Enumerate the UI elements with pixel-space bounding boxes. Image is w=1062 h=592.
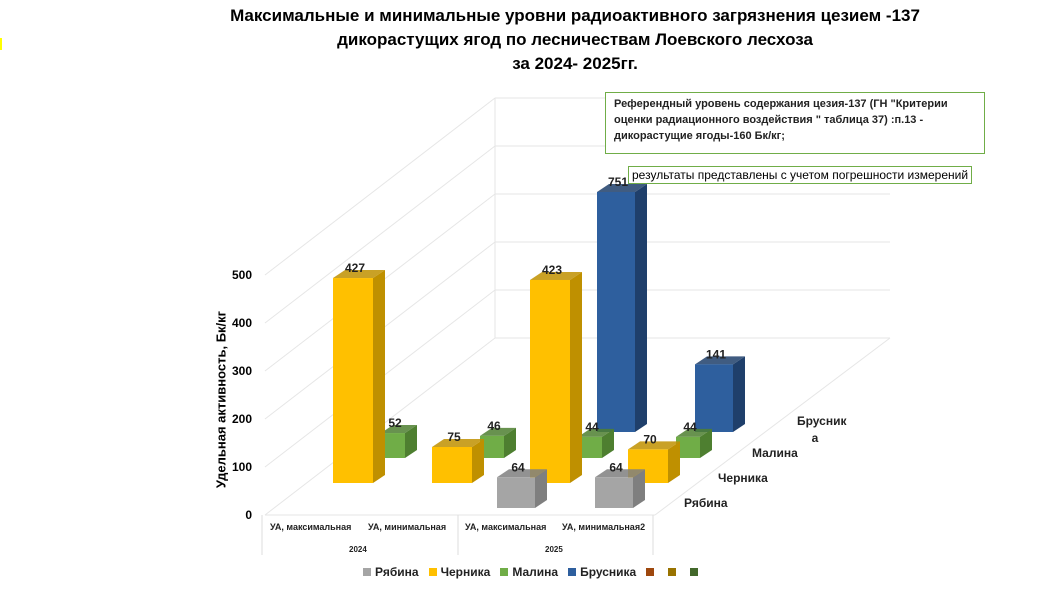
bar-top (497, 469, 547, 478)
bar-Черника (530, 279, 570, 483)
y-tick: 200 (232, 412, 253, 426)
data-label: 52 (388, 416, 402, 430)
y-tick: 400 (232, 316, 253, 330)
gridline (264, 145, 496, 324)
depth-label: Брусник а (797, 414, 847, 445)
bar-side (700, 428, 712, 458)
bar-side (668, 441, 680, 483)
bar-Малина (578, 436, 602, 458)
x-category: УА, минимальная (368, 522, 447, 532)
data-label: 751 (608, 175, 628, 189)
data-label: 75 (447, 430, 461, 444)
legend-label: Малина (512, 565, 559, 579)
bar-Черника (333, 278, 373, 483)
depth-label: Малина (752, 446, 798, 460)
data-label: 44 (683, 420, 697, 434)
y-tick: 300 (232, 364, 253, 378)
data-label: 427 (345, 261, 365, 275)
bar-top (628, 441, 680, 450)
data-label: 64 (609, 460, 623, 474)
bar-top (480, 427, 516, 436)
legend-swatch (428, 568, 437, 576)
legend-item (646, 565, 658, 579)
selection-marker (0, 38, 2, 50)
title-line-2: дикорастущих ягод по лесничествам Лоевск… (337, 30, 813, 49)
measurement-error-note: результаты представлены с учетом погрешн… (628, 166, 973, 184)
legend-item (690, 565, 702, 579)
bar-Брусника (597, 192, 635, 432)
bar-top (597, 184, 647, 192)
bar-top (578, 428, 614, 437)
data-label: 141 (706, 347, 726, 361)
y-tick: 0 (245, 508, 252, 522)
data-label: 423 (542, 263, 562, 277)
bar-side (472, 439, 484, 483)
legend-label: Брусника (580, 565, 637, 579)
bar-top (595, 469, 645, 478)
bar-Брусника (695, 364, 733, 432)
legend-item: Малина (500, 565, 558, 579)
legend-item (668, 565, 680, 579)
x-category: УА, максимальная (270, 522, 352, 532)
legend: Рябина Черника Малина Брусника (363, 565, 702, 579)
bar-Малина (676, 436, 700, 458)
gridline (264, 97, 496, 276)
data-label: 44 (585, 420, 599, 434)
bar-side (373, 270, 385, 483)
legend-label: Черника (440, 565, 491, 579)
bar-side (633, 469, 645, 508)
bar-side (570, 271, 582, 483)
legend-item: Черника (428, 565, 491, 579)
bar-side (504, 427, 516, 458)
bar-Рябина (595, 477, 633, 508)
bar-Рябина (497, 477, 535, 508)
y-axis-label: Удельная активность, Бк/кг (213, 310, 229, 489)
legend-swatch (690, 568, 699, 576)
bar-top (333, 270, 385, 279)
bar-side (602, 428, 614, 458)
x-group: 2025 (545, 545, 563, 554)
data-label: 46 (487, 419, 501, 433)
data-label: 64 (511, 460, 525, 474)
depth-label: Рябина (684, 496, 728, 510)
bar-top (676, 428, 712, 437)
legend-item: Брусника (568, 565, 636, 579)
legend-swatch (668, 568, 677, 576)
legend-swatch (646, 568, 655, 576)
bar-side (635, 184, 647, 432)
legend-swatch (568, 568, 577, 576)
bar-side (733, 356, 745, 432)
x-category: УА, минимальная2 (562, 522, 646, 532)
title-line-3: за 2024- 2025гг. (512, 54, 638, 73)
bar-Черника (432, 447, 472, 483)
y-tick: 500 (232, 268, 253, 282)
legend-swatch (363, 568, 371, 576)
data-label: 70 (643, 432, 657, 446)
bar-Малина (480, 435, 504, 458)
depth-label: Черника (718, 471, 768, 485)
legend-label: Рябина (375, 565, 419, 579)
title-line-1: Максимальные и минимальные уровни радиоа… (230, 6, 920, 25)
y-tick: 100 (232, 460, 253, 474)
x-category: УА, максимальная (465, 522, 547, 532)
floor-edge (654, 337, 891, 516)
chart-title: Максимальные и минимальные уровни радиоа… (150, 4, 1000, 76)
legend-swatch (500, 568, 509, 576)
bar-side (535, 469, 547, 508)
legend-item: Рябина (363, 565, 419, 579)
bar-top (695, 356, 745, 365)
bar-top (432, 439, 484, 447)
bar-side (405, 425, 417, 458)
x-group: 2024 (349, 545, 367, 554)
bar-top (381, 425, 417, 434)
bar-top (530, 271, 582, 280)
reference-level-note: Референдный уровень содержания цезия-137… (605, 92, 985, 154)
